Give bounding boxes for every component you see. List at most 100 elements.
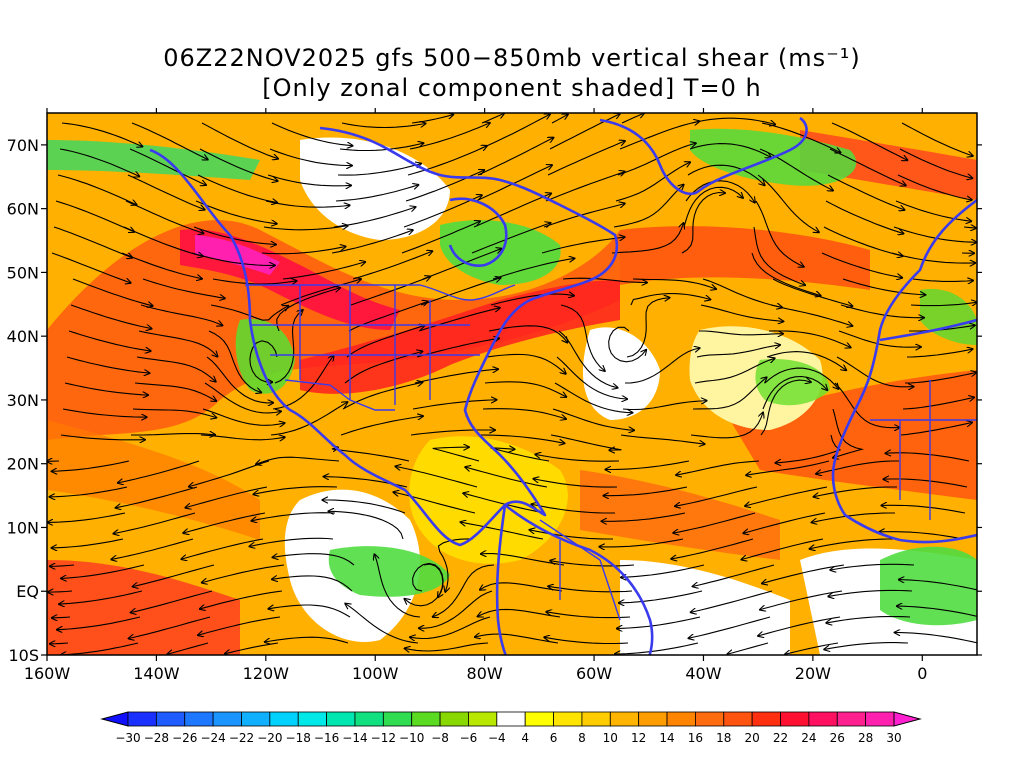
streamline bbox=[48, 512, 126, 522]
streamline bbox=[910, 302, 977, 305]
streamline bbox=[685, 180, 755, 203]
streamline bbox=[50, 486, 128, 497]
streamline bbox=[50, 565, 75, 566]
streamline bbox=[486, 353, 566, 373]
streamline bbox=[208, 330, 261, 393]
streamline bbox=[412, 562, 444, 597]
streamline bbox=[560, 304, 605, 371]
streamline bbox=[121, 252, 202, 279]
streamline bbox=[52, 538, 124, 548]
colorbar-swatch bbox=[695, 711, 725, 727]
streamline bbox=[600, 538, 684, 547]
streamline bbox=[123, 226, 203, 256]
jet-band-trades bbox=[580, 470, 780, 560]
streamline bbox=[465, 467, 548, 488]
streamline bbox=[282, 262, 365, 280]
streamline bbox=[51, 252, 131, 283]
colorbar-label: 18 bbox=[716, 731, 731, 745]
streamline bbox=[897, 174, 972, 200]
streamline bbox=[691, 590, 773, 612]
streamline bbox=[602, 512, 686, 521]
streamline bbox=[899, 148, 972, 178]
streamline bbox=[534, 479, 618, 488]
streamline bbox=[136, 356, 216, 382]
streamline bbox=[254, 486, 338, 495]
streamline bbox=[604, 486, 688, 496]
streamline bbox=[901, 122, 973, 156]
streamline bbox=[611, 223, 683, 254]
lon-tick-label: 0 bbox=[917, 664, 927, 683]
streamline bbox=[690, 413, 763, 439]
colorbar-label: 24 bbox=[801, 731, 816, 745]
lat-tick-label: 40N bbox=[7, 327, 39, 346]
streamline bbox=[626, 298, 669, 358]
streamline bbox=[335, 185, 418, 202]
streamline bbox=[825, 200, 903, 234]
colorbar-label: −4 bbox=[488, 731, 506, 745]
streamline bbox=[700, 304, 783, 321]
streamline bbox=[407, 146, 487, 176]
streamline bbox=[411, 115, 453, 124]
streamline bbox=[900, 423, 972, 436]
colorbar-label: 10 bbox=[603, 731, 618, 745]
colorbar: −30 −28 −26 −24 −22 −20 −18 −16 −14 −12 −10 −8 −6 −4 4… bbox=[100, 711, 922, 745]
lon-tick-label: 120W bbox=[243, 664, 290, 683]
plot-frame bbox=[46, 112, 978, 656]
streamline bbox=[339, 143, 423, 152]
streamline bbox=[410, 430, 495, 436]
streamline bbox=[59, 148, 139, 176]
streamline bbox=[479, 114, 550, 150]
streamline bbox=[693, 564, 775, 586]
streamline bbox=[118, 460, 200, 483]
streamline bbox=[405, 170, 484, 202]
streamline bbox=[615, 162, 690, 202]
coastline-mediterranean bbox=[879, 318, 977, 342]
streamline bbox=[140, 304, 222, 325]
streamline bbox=[265, 636, 349, 643]
streamline bbox=[132, 408, 216, 418]
streamline bbox=[492, 258, 574, 280]
streamline bbox=[127, 174, 205, 210]
streamline bbox=[352, 251, 432, 280]
streamline bbox=[183, 512, 266, 533]
streamline bbox=[168, 642, 209, 654]
streamline bbox=[552, 408, 634, 430]
streamline bbox=[57, 616, 141, 630]
streamline bbox=[62, 408, 147, 417]
colorbar-label: −24 bbox=[200, 731, 225, 745]
streamline bbox=[59, 590, 143, 604]
streamline bbox=[620, 434, 705, 444]
streamline bbox=[838, 330, 921, 347]
streamline bbox=[836, 356, 913, 387]
streamline bbox=[375, 555, 421, 618]
streamline bbox=[68, 330, 151, 351]
streamline bbox=[52, 617, 71, 618]
streamline bbox=[70, 304, 152, 329]
streamline bbox=[210, 304, 288, 321]
lon-tick-label: 20W bbox=[795, 664, 831, 683]
streamlines bbox=[47, 113, 977, 655]
streamline bbox=[532, 504, 615, 514]
colorbar-label: −16 bbox=[314, 731, 339, 745]
streamline bbox=[812, 512, 895, 522]
streamline bbox=[414, 369, 498, 384]
streamline bbox=[280, 279, 361, 306]
streamline bbox=[405, 642, 489, 651]
colorbar-label: −30 bbox=[115, 731, 140, 745]
shaded-field bbox=[47, 113, 977, 655]
streamline bbox=[760, 380, 811, 436]
colorbar-label: −22 bbox=[229, 731, 254, 745]
coastline-south-america bbox=[495, 503, 654, 655]
streamline bbox=[199, 148, 278, 181]
streamline bbox=[202, 408, 284, 425]
streamline bbox=[193, 226, 276, 245]
streamline bbox=[114, 512, 196, 534]
streamline bbox=[687, 164, 765, 185]
streamline bbox=[206, 356, 273, 403]
streamline bbox=[535, 454, 620, 462]
streamline bbox=[202, 564, 285, 583]
streamline bbox=[437, 538, 474, 592]
streamline bbox=[694, 358, 775, 384]
streamline bbox=[828, 589, 913, 596]
